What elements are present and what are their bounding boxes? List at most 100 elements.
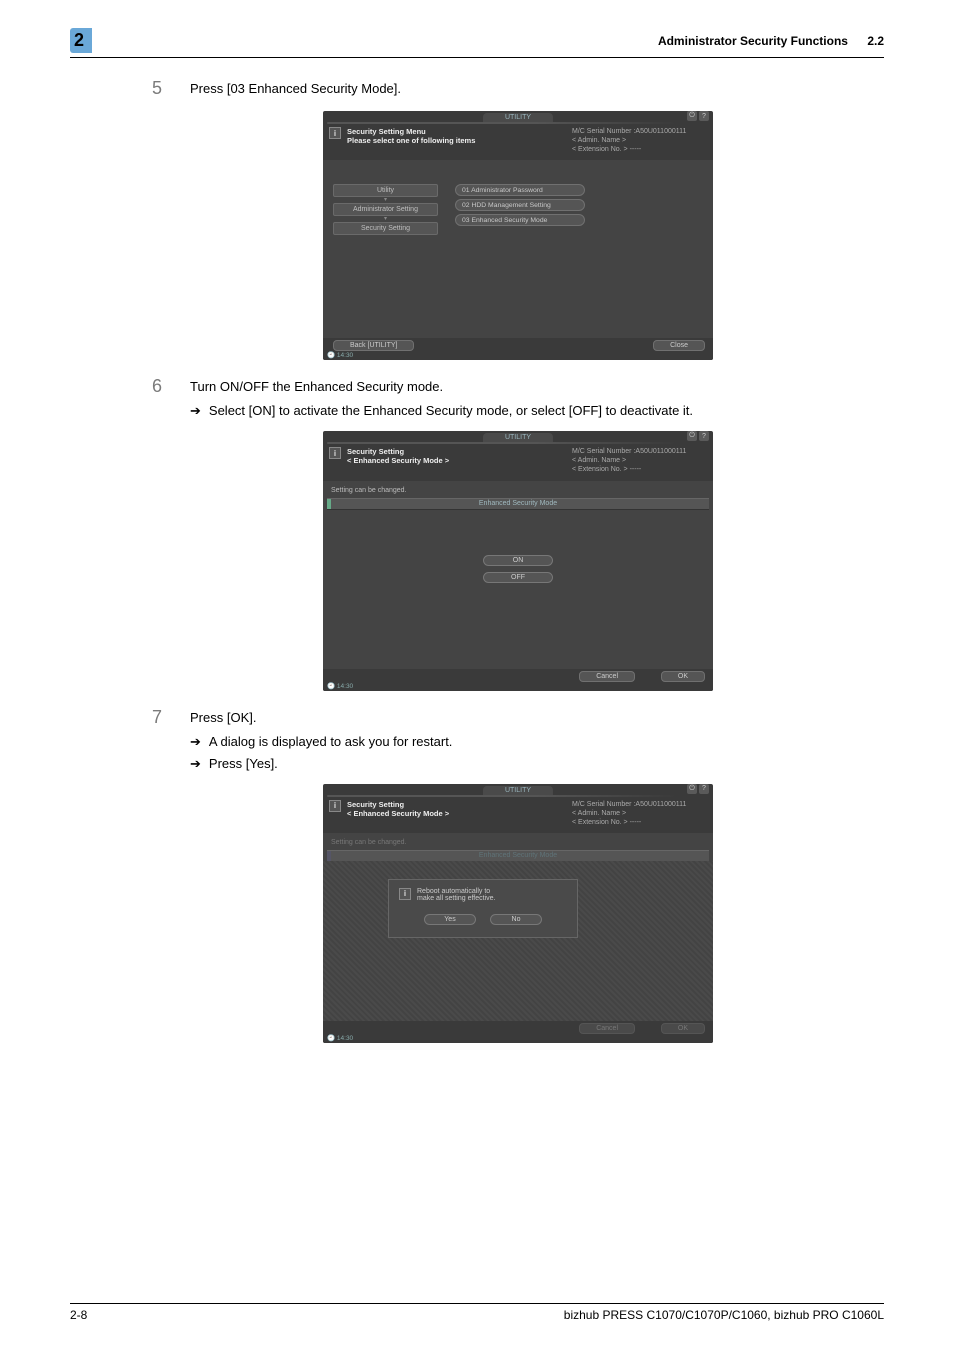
power-icon[interactable]: ⏻ — [687, 431, 697, 441]
section-bar: Enhanced Security Mode — [327, 498, 709, 510]
substep-text: A dialog is displayed to ask you for res… — [209, 734, 453, 750]
info-icon: i — [329, 447, 341, 459]
extension-no: < Extension No. > ----- — [572, 818, 707, 827]
scr3-body: Setting can be changed. Enhanced Securit… — [323, 833, 713, 1021]
setting-label: Setting can be changed. — [327, 837, 709, 850]
scr2-hdr-line1: Security Setting — [347, 447, 566, 456]
scr3-footer: Cancel OK 🕘 14:30 — [323, 1021, 713, 1043]
header-title-text: Administrator Security Functions — [658, 34, 848, 48]
modal-line2: make all setting effective. — [417, 895, 495, 902]
scr1-hdr-line1: Security Setting Menu — [347, 127, 566, 136]
utility-tab: UTILITY — [483, 433, 553, 442]
scr1-titlebar: UTILITY ⏻ ? — [323, 111, 713, 124]
on-button[interactable]: ON — [483, 555, 553, 566]
step-number: 5 — [152, 78, 190, 99]
product-name: bizhub PRESS C1070/C1070P/C1060, bizhub … — [564, 1308, 884, 1322]
cancel-button[interactable]: Cancel — [579, 671, 635, 682]
yes-button[interactable]: Yes — [424, 914, 476, 925]
step-7: 7 Press [OK]. — [152, 707, 884, 728]
serial-number: M/C Serial Number :A50U011000111 — [572, 800, 707, 809]
page-footer: 2-8 bizhub PRESS C1070/C1070P/C1060, biz… — [70, 1303, 884, 1322]
scr2-hdr-line2: < Enhanced Security Mode > — [347, 456, 566, 465]
back-button[interactable]: Back [UTILITY] — [333, 340, 414, 351]
scr1-header: i Security Setting Menu Please select on… — [323, 124, 713, 160]
serial-number: M/C Serial Number :A50U011000111 — [572, 127, 707, 136]
step-text: Turn ON/OFF the Enhanced Security mode. — [190, 376, 884, 394]
admin-name: < Admin. Name > — [572, 136, 707, 145]
utility-tab: UTILITY — [483, 786, 553, 795]
breadcrumb: Utility ▾ Administrator Setting ▾ Securi… — [333, 184, 438, 235]
help-icon[interactable]: ? — [699, 431, 709, 441]
scr1-body: Utility ▾ Administrator Setting ▾ Securi… — [323, 160, 713, 338]
screenshot-2-wrap: UTILITY ⏻ ? i Security Setting < Enhance… — [152, 431, 884, 690]
help-icon[interactable]: ? — [699, 111, 709, 121]
step-text: Press [OK]. — [190, 707, 884, 725]
on-off-group: ON OFF — [327, 555, 709, 583]
extension-no: < Extension No. > ----- — [572, 145, 707, 154]
step-7-sub2: ➔ Press [Yes]. — [190, 756, 884, 772]
serial-number: M/C Serial Number :A50U011000111 — [572, 447, 707, 456]
clock: 🕘 14:30 — [327, 1034, 353, 1042]
chapter-number: 2 — [70, 28, 92, 53]
scr1-footer: Back [UTILITY] Close 🕘 14:30 — [323, 338, 713, 360]
extension-no: < Extension No. > ----- — [572, 465, 707, 474]
step-number: 6 — [152, 376, 190, 397]
crumb-admin-setting[interactable]: Administrator Setting — [333, 203, 438, 216]
no-button[interactable]: No — [490, 914, 542, 925]
arrow-icon: ➔ — [190, 403, 201, 419]
help-icon[interactable]: ? — [699, 784, 709, 794]
scr1-hdr-line2: Please select one of following items — [347, 136, 566, 145]
crumb-utility[interactable]: Utility — [333, 184, 438, 197]
content: 5 Press [03 Enhanced Security Mode]. UTI… — [70, 78, 884, 1043]
step-text: Press [03 Enhanced Security Mode]. — [190, 78, 884, 96]
scr2-header: i Security Setting < Enhanced Security M… — [323, 444, 713, 480]
ok-button[interactable]: OK — [661, 671, 705, 682]
page-header: 2 Administrator Security Functions 2.2 — [70, 28, 884, 58]
scr2-titlebar: UTILITY ⏻ ? — [323, 431, 713, 444]
info-icon: i — [329, 800, 341, 812]
screenshot-3-wrap: UTILITY ⏻ ? i Security Setting < Enhance… — [152, 784, 884, 1043]
crumb-security-setting[interactable]: Security Setting — [333, 222, 438, 235]
scr3-header: i Security Setting < Enhanced Security M… — [323, 797, 713, 833]
scr2-body: Setting can be changed. Enhanced Securit… — [323, 481, 713, 669]
cancel-button: Cancel — [579, 1023, 635, 1034]
scr2-footer: Cancel OK 🕘 14:30 — [323, 669, 713, 691]
menu-admin-password[interactable]: 01 Administrator Password — [455, 184, 585, 196]
screenshot-2: UTILITY ⏻ ? i Security Setting < Enhance… — [323, 431, 713, 690]
setting-label: Setting can be changed. — [327, 485, 709, 498]
substep-text: Select [ON] to activate the Enhanced Sec… — [209, 403, 693, 419]
menu-hdd-management[interactable]: 02 HDD Management Setting — [455, 199, 585, 211]
reboot-dialog: i Reboot automatically to make all setti… — [388, 879, 578, 938]
close-button[interactable]: Close — [653, 340, 705, 351]
admin-name: < Admin. Name > — [572, 809, 707, 818]
step-6: 6 Turn ON/OFF the Enhanced Security mode… — [152, 376, 884, 397]
arrow-icon: ➔ — [190, 734, 201, 750]
screenshot-1-wrap: UTILITY ⏻ ? i Security Setting Menu Plea… — [152, 111, 884, 360]
screenshot-1: UTILITY ⏻ ? i Security Setting Menu Plea… — [323, 111, 713, 360]
scr3-titlebar: UTILITY ⏻ ? — [323, 784, 713, 797]
modal-line1: Reboot automatically to — [417, 888, 495, 895]
step-7-sub1: ➔ A dialog is displayed to ask you for r… — [190, 734, 884, 750]
clock: 🕘 14:30 — [327, 682, 353, 690]
clock: 🕘 14:30 — [327, 351, 353, 359]
off-button[interactable]: OFF — [483, 572, 553, 583]
power-icon[interactable]: ⏻ — [687, 111, 697, 121]
header-title: Administrator Security Functions 2.2 — [658, 34, 884, 48]
arrow-icon: ➔ — [190, 756, 201, 772]
info-icon: i — [329, 127, 341, 139]
power-icon[interactable]: ⏻ — [687, 784, 697, 794]
step-number: 7 — [152, 707, 190, 728]
scr3-hdr-line2: < Enhanced Security Mode > — [347, 809, 566, 818]
scr3-hdr-line1: Security Setting — [347, 800, 566, 809]
admin-name: < Admin. Name > — [572, 456, 707, 465]
info-icon: i — [399, 888, 411, 900]
header-section: 2.2 — [867, 34, 884, 48]
step-5: 5 Press [03 Enhanced Security Mode]. — [152, 78, 884, 99]
substep-text: Press [Yes]. — [209, 756, 278, 772]
ok-button: OK — [661, 1023, 705, 1034]
screenshot-3: UTILITY ⏻ ? i Security Setting < Enhance… — [323, 784, 713, 1043]
menu-enhanced-security[interactable]: 03 Enhanced Security Mode — [455, 214, 585, 226]
page-number: 2-8 — [70, 1308, 87, 1322]
utility-tab: UTILITY — [483, 113, 553, 122]
step-6-sub1: ➔ Select [ON] to activate the Enhanced S… — [190, 403, 884, 419]
